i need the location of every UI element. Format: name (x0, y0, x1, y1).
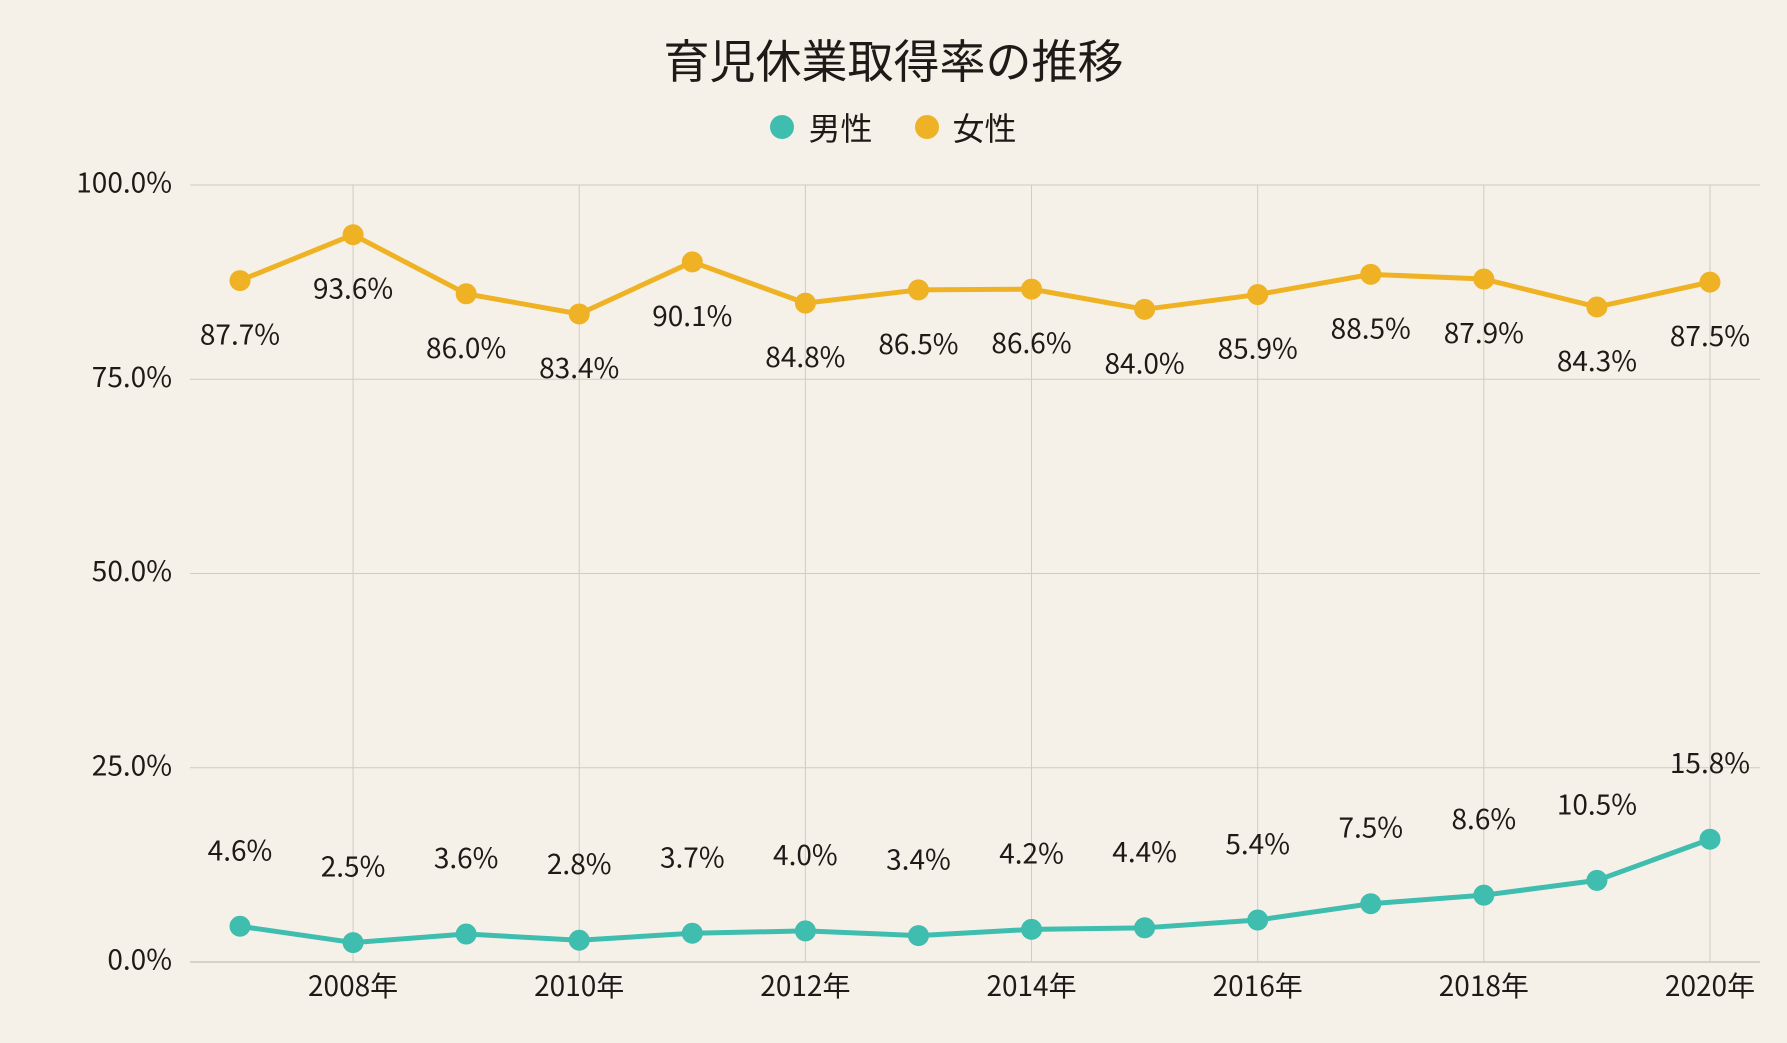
series-marker-male (1022, 919, 1042, 939)
legend-label-male: 男性 (808, 104, 872, 150)
data-label-female: 87.5% (1670, 315, 1750, 355)
x-tick-label: 2018年 (1439, 965, 1529, 1005)
data-label-female: 90.1% (652, 295, 732, 335)
y-tick-label: 100.0% (76, 162, 172, 202)
data-label-female: 84.0% (1105, 342, 1185, 382)
series-marker-female (682, 252, 702, 272)
legend-swatch-female (915, 115, 939, 139)
data-label-female: 86.5% (878, 323, 958, 363)
series-marker-male (1587, 870, 1607, 890)
series-marker-male (682, 923, 702, 943)
data-label-male: 3.6% (434, 837, 499, 877)
data-label-male: 7.5% (1338, 807, 1403, 847)
data-label-female: 86.0% (426, 327, 506, 367)
data-label-female: 84.3% (1557, 340, 1637, 380)
data-label-male: 4.6% (208, 829, 273, 869)
data-label-male: 5.4% (1225, 823, 1290, 863)
series-marker-female (1361, 264, 1381, 284)
x-tick-label: 2016年 (1213, 965, 1303, 1005)
legend-item-male: 男性 (770, 104, 872, 150)
series-marker-female (456, 284, 476, 304)
x-tick-label: 2008年 (308, 965, 398, 1005)
chart-container: 育児休業取得率の推移 男性 女性 0.0% 25.0% 50.0% 75.0% 100.0… (0, 0, 1787, 1043)
data-label-male: 4.2% (999, 832, 1064, 872)
x-tick-label: 2010年 (534, 965, 624, 1005)
series-marker-male (795, 921, 815, 941)
y-tick-label: 25.0% (92, 744, 172, 784)
series-marker-male (1135, 918, 1155, 938)
data-label-male: 4.0% (773, 834, 838, 874)
series-marker-male (1474, 885, 1494, 905)
data-label-male: 3.4% (886, 839, 951, 879)
y-tick-label: 0.0% (107, 939, 172, 979)
series-marker-female (1474, 269, 1494, 289)
x-tick-label: 2014年 (986, 965, 1076, 1005)
series-marker-female (795, 293, 815, 313)
y-tick-label: 75.0% (92, 356, 172, 396)
data-label-female: 86.6% (991, 322, 1071, 362)
x-tick-label: 2012年 (760, 965, 850, 1005)
series-marker-male (1248, 910, 1268, 930)
series-marker-male (230, 916, 250, 936)
data-label-female: 93.6% (313, 268, 393, 308)
data-label-female: 84.8% (765, 336, 845, 376)
data-label-male: 15.8% (1670, 742, 1750, 782)
y-tick-label: 50.0% (92, 550, 172, 590)
chart-legend: 男性 女性 (0, 104, 1787, 150)
data-label-male: 8.6% (1452, 798, 1517, 838)
data-label-male: 4.4% (1112, 831, 1177, 871)
series-marker-male (1700, 829, 1720, 849)
series-marker-female (343, 225, 363, 245)
legend-swatch-male (770, 115, 794, 139)
series-marker-female (1587, 297, 1607, 317)
series-marker-female (908, 280, 928, 300)
series-marker-male (569, 930, 589, 950)
series-marker-female (1700, 272, 1720, 292)
data-label-male: 2.8% (547, 843, 612, 883)
series-marker-female (1248, 285, 1268, 305)
data-label-female: 83.4% (539, 347, 619, 387)
data-label-male: 2.5% (321, 846, 386, 886)
chart-title: 育児休業取得率の推移 (0, 26, 1787, 92)
data-label-male: 3.7% (660, 836, 725, 876)
data-label-female: 88.5% (1331, 307, 1411, 347)
series-marker-female (1022, 279, 1042, 299)
series-marker-male (456, 924, 476, 944)
series-marker-female (569, 304, 589, 324)
x-tick-label: 2020年 (1665, 965, 1755, 1005)
data-label-male: 10.5% (1557, 783, 1637, 823)
series-marker-male (1361, 894, 1381, 914)
data-label-female: 87.7% (200, 314, 280, 354)
legend-item-female: 女性 (915, 104, 1017, 150)
data-label-female: 85.9% (1218, 328, 1298, 368)
chart-plot: 0.0% 25.0% 50.0% 75.0% 100.0% 2008年 2010年 2012年… (0, 0, 1787, 1043)
series-marker-male (908, 926, 928, 946)
data-label-female: 87.9% (1444, 312, 1524, 352)
legend-label-female: 女性 (953, 104, 1017, 150)
series-marker-female (230, 271, 250, 291)
series-marker-male (343, 933, 363, 953)
series-marker-female (1135, 299, 1155, 319)
